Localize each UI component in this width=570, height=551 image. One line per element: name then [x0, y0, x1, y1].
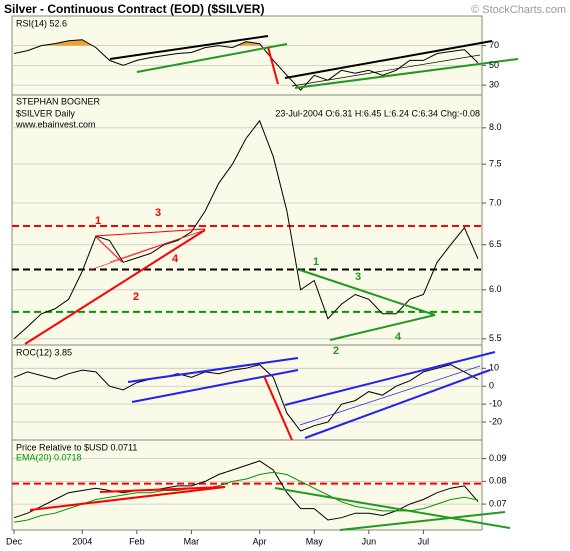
y-tick-label: 70 [489, 40, 499, 50]
y-tick-label: 30 [489, 80, 499, 90]
y-tick-label: 5.5 [489, 333, 502, 343]
y-tick-label: 6.5 [489, 239, 502, 249]
x-tick-label: Feb [129, 536, 145, 546]
annotation: 2 [333, 345, 339, 357]
panel-title: $SILVER Daily [16, 108, 75, 118]
relative-panel [11, 439, 483, 531]
y-tick-label: 0.09 [489, 453, 507, 463]
annotation: 1 [313, 256, 319, 268]
annotation: 3 [155, 207, 161, 219]
author: STEPHAN BOGNER [16, 96, 101, 106]
x-tick-label: May [306, 536, 324, 546]
line [13, 39, 479, 91]
line [13, 364, 479, 432]
x-tick-label: Dec [6, 536, 23, 546]
y-tick-label: 7.5 [489, 159, 502, 169]
y-tick-label: 7.0 [489, 197, 502, 207]
annotation: 4 [395, 331, 402, 343]
y-tick-label: 10 [489, 363, 499, 373]
website: www.ebainvest.com [15, 119, 96, 129]
y-tick-label: -10 [489, 399, 502, 409]
chart-title: Silver - Continuous Contract (EOD) ($SIL… [4, 2, 264, 16]
y-tick-label: -20 [489, 416, 502, 426]
y-tick-label: 0.07 [489, 498, 507, 508]
overbought-fill [14, 39, 478, 46]
panel-title: RSI(14) 52.6 [16, 18, 67, 28]
annotation: 1 [95, 215, 101, 227]
y-tick-label: 6.0 [489, 284, 502, 294]
copyright: © StockCharts.com [471, 4, 566, 16]
x-tick-label: Apr [253, 536, 267, 546]
y-tick-label: 50 [489, 60, 499, 70]
x-tick-label: 2004 [72, 536, 92, 546]
rsi-panel [11, 15, 483, 96]
x-tick-label: Jul [418, 536, 430, 546]
annotation: 2 [133, 291, 139, 303]
line [13, 471, 479, 523]
quote: 23-Jul-2004 O:6.31 H:6.45 L:6.24 C:6.34 … [275, 108, 480, 118]
annotation: 3 [355, 271, 361, 283]
y-tick-label: 0.08 [489, 476, 507, 486]
y-tick-label: 0 [489, 381, 494, 391]
line [13, 119, 479, 340]
y-tick-label: 8.0 [489, 122, 502, 132]
x-tick-label: Mar [184, 536, 200, 546]
panel-title: ROC(12) 3.85 [16, 347, 72, 357]
legend-entry: Price Relative to $USD 0.0711 [16, 442, 137, 452]
trendlines [24, 35, 519, 531]
x-tick-label: Jun [362, 536, 377, 546]
annotation: 4 [172, 253, 179, 265]
roc-panel [11, 344, 483, 441]
legend-entry: EMA(20) 0.0718 [16, 452, 82, 462]
